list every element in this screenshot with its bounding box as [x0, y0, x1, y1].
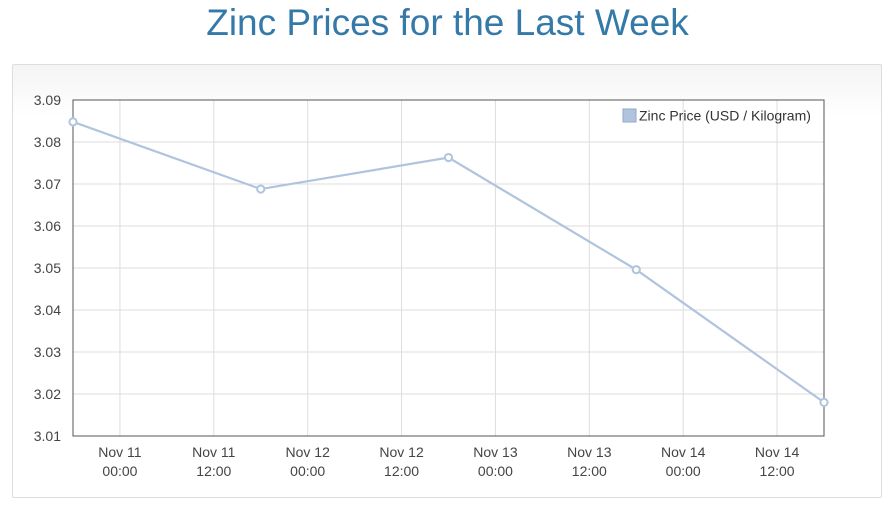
y-tick-label: 3.08 — [34, 134, 61, 150]
data-point — [631, 265, 641, 275]
plot-border — [72, 99, 825, 437]
x-tick-label: Nov 13 12:00 — [567, 444, 612, 479]
page-title: Zinc Prices for the Last Week — [206, 2, 689, 43]
y-tick-label: 3.04 — [34, 302, 61, 318]
y-tick-label: 3.07 — [34, 176, 61, 192]
y-tick-label: 3.01 — [34, 428, 61, 444]
x-tick-label: Nov 12 00:00 — [286, 444, 331, 479]
data-point — [68, 117, 78, 127]
x-tick-label: Nov 13 00:00 — [473, 444, 518, 479]
data-point — [256, 184, 266, 194]
y-tick-label: 3.03 — [34, 344, 61, 360]
y-tick-label: 3.09 — [34, 92, 61, 108]
x-tick-label: Nov 14 00:00 — [661, 444, 706, 479]
chart-panel: 3.01 3.02 3.03 3.04 3.05 3.06 3.07 3.08 3.09 Nov … — [12, 64, 882, 498]
x-tick-label: Nov 11 00:00 — [98, 444, 142, 479]
x-tick-label: Nov 12 12:00 — [379, 444, 424, 479]
y-tick-label: 3.02 — [34, 386, 61, 402]
data-point — [819, 397, 829, 407]
data-point — [443, 152, 454, 163]
legend-label: Zinc Price (USD / Kilogram) — [639, 108, 811, 124]
y-tick-label: 3.06 — [34, 218, 61, 234]
legend-swatch — [622, 108, 637, 123]
line-chart: 3.01 3.02 3.03 3.04 3.05 3.06 3.07 3.08 3.09 Nov … — [34, 92, 829, 479]
x-tick-label: Nov 11 12:00 — [192, 444, 236, 479]
x-tick-label: Nov 14 12:00 — [755, 444, 800, 479]
y-tick-label: 3.05 — [34, 260, 61, 276]
